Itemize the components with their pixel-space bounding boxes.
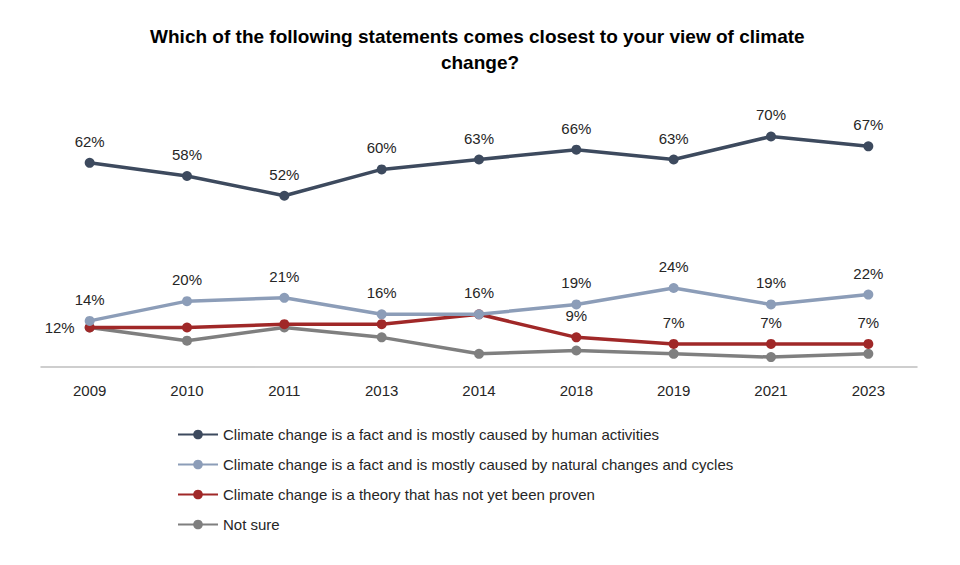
svg-text:2019: 2019 bbox=[657, 382, 690, 399]
svg-text:21%: 21% bbox=[269, 268, 299, 285]
svg-text:24%: 24% bbox=[659, 258, 689, 275]
svg-text:2014: 2014 bbox=[462, 382, 495, 399]
svg-text:9%: 9% bbox=[565, 307, 587, 324]
svg-text:Climate change is a theory tha: Climate change is a theory that has not … bbox=[223, 486, 595, 503]
svg-text:16%: 16% bbox=[464, 284, 494, 301]
svg-text:63%: 63% bbox=[659, 130, 689, 147]
svg-text:20%: 20% bbox=[172, 271, 202, 288]
svg-text:52%: 52% bbox=[269, 166, 299, 183]
svg-text:2011: 2011 bbox=[268, 382, 300, 399]
svg-text:16%: 16% bbox=[367, 284, 397, 301]
svg-text:change?: change? bbox=[441, 52, 519, 73]
svg-text:67%: 67% bbox=[853, 116, 883, 133]
svg-text:2023: 2023 bbox=[852, 382, 885, 399]
svg-text:Climate change is a fact and i: Climate change is a fact and is mostly c… bbox=[223, 456, 733, 473]
svg-text:7%: 7% bbox=[857, 314, 879, 331]
svg-text:7%: 7% bbox=[663, 314, 685, 331]
svg-text:19%: 19% bbox=[756, 274, 786, 291]
svg-text:63%: 63% bbox=[464, 130, 494, 147]
svg-text:58%: 58% bbox=[172, 146, 202, 163]
svg-text:Climate change is a fact and i: Climate change is a fact and is mostly c… bbox=[223, 426, 659, 443]
svg-text:70%: 70% bbox=[756, 106, 786, 123]
svg-text:62%: 62% bbox=[75, 133, 105, 150]
svg-text:66%: 66% bbox=[561, 120, 591, 137]
svg-text:2013: 2013 bbox=[365, 382, 398, 399]
svg-text:12%: 12% bbox=[45, 319, 75, 336]
svg-text:60%: 60% bbox=[367, 139, 397, 156]
svg-text:Not sure: Not sure bbox=[223, 516, 280, 533]
svg-text:2021: 2021 bbox=[754, 382, 787, 399]
svg-text:22%: 22% bbox=[853, 265, 883, 282]
svg-text:2010: 2010 bbox=[170, 382, 203, 399]
svg-text:7%: 7% bbox=[760, 314, 782, 331]
svg-text:19%: 19% bbox=[561, 274, 591, 291]
svg-text:14%: 14% bbox=[75, 291, 105, 308]
svg-text:2009: 2009 bbox=[73, 382, 106, 399]
svg-text:2018: 2018 bbox=[560, 382, 593, 399]
svg-text:Which of the following stateme: Which of the following statements comes … bbox=[150, 26, 810, 47]
